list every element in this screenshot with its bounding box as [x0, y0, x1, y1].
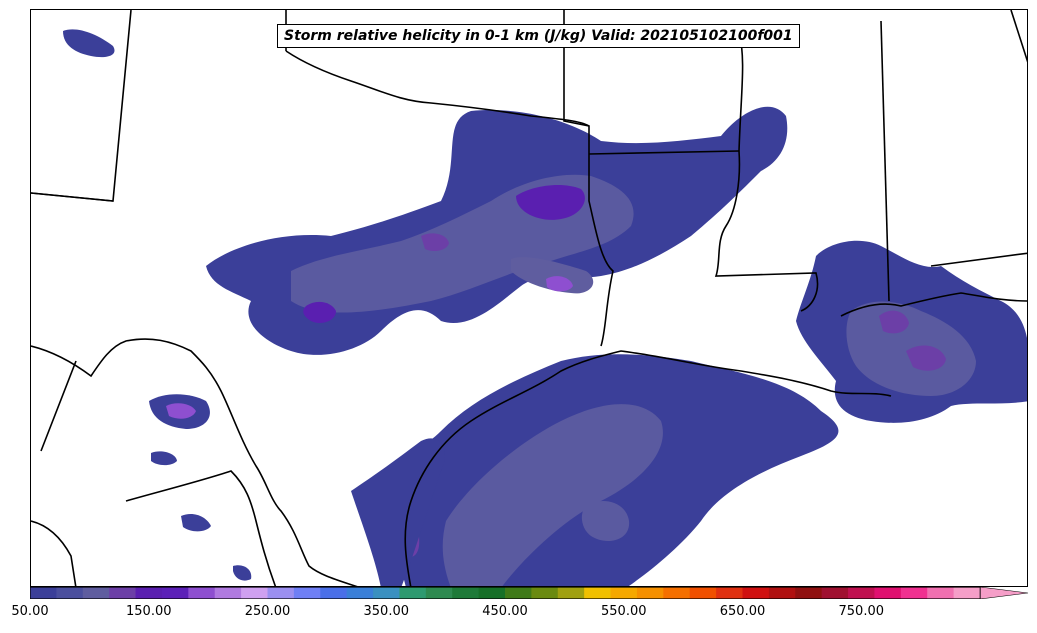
cell-4 [511, 257, 594, 294]
colorbar-segment [927, 587, 955, 599]
core-2 [303, 301, 336, 323]
colorbar-segment [135, 587, 163, 599]
east-core-1 [879, 310, 909, 334]
colorbar-segment [663, 587, 691, 599]
colorbar-segment [742, 587, 770, 599]
nw-cell [63, 29, 115, 58]
colorbar-tick-label: 150.00 [126, 604, 172, 619]
colorbar-tick-label: 450.00 [482, 604, 528, 619]
core-3 [421, 233, 449, 251]
border-ga-south [930, 252, 1027, 267]
sc-cell [151, 451, 177, 466]
west-cell-3 [233, 565, 252, 581]
border-ok-north [31, 192, 114, 202]
gulf-field-inner [442, 404, 663, 586]
colorbar-segment [82, 587, 110, 599]
border-ms-al [880, 20, 890, 302]
west-cell-1-core [166, 403, 196, 419]
colorbar-segment [557, 587, 585, 599]
colorbar-outline [30, 587, 981, 599]
colorbar-segment [636, 587, 664, 599]
colorbar [30, 587, 1029, 599]
colorbar-segment [188, 587, 216, 599]
colorbar-segment [346, 587, 374, 599]
colorbar-segment [425, 587, 453, 599]
colorbar-extend-arrow [979, 587, 1029, 599]
coast-texas [404, 350, 892, 586]
colorbar-segment [320, 587, 348, 599]
colorbar-segment [821, 587, 849, 599]
border-mx-states [31, 520, 77, 586]
border-mx-2 [40, 360, 77, 452]
colorbar-segment [848, 587, 875, 599]
colorbar-segment [56, 587, 84, 599]
colorbar-segment [768, 587, 796, 599]
colorbar-segment [214, 587, 242, 599]
colorbar-segment [610, 587, 638, 599]
colorbar-tick-label: 750.00 [838, 604, 885, 619]
colorbar-segment [293, 587, 321, 599]
colorbar-segment [584, 587, 612, 599]
colorbar-segment [452, 587, 480, 599]
colorbar-tick-label: 650.00 [719, 604, 766, 619]
colorbar-segment [505, 587, 532, 599]
colorbar-segment [689, 587, 717, 599]
colorbar-segment [373, 587, 400, 599]
colorbar-segment [900, 587, 928, 599]
east-core-2 [906, 345, 946, 371]
gulf-spot [581, 501, 630, 541]
border-redriver [285, 50, 590, 127]
helicity-field [63, 29, 1027, 586]
border-mexico [31, 338, 358, 586]
core-1 [516, 185, 585, 220]
colorbar-segment [267, 587, 295, 599]
map-frame: Storm relative helicity in 0-1 km (J/kg)… [30, 9, 1028, 587]
helicity-map [31, 10, 1027, 586]
coast-la [840, 292, 1027, 317]
colorbar-segment [109, 587, 137, 599]
colorbar-segment [531, 587, 559, 599]
colorbar-segment [953, 587, 981, 599]
west-cell-2 [181, 514, 211, 532]
cell-4-core [546, 276, 573, 292]
map-title: Storm relative helicity in 0-1 km (J/kg)… [277, 24, 800, 48]
colorbar-tick-label: 250.00 [244, 604, 291, 619]
boundaries [31, 10, 1027, 586]
colorbar-segment [795, 587, 823, 599]
colorbar-segment [716, 587, 743, 599]
colorbar-segment [478, 587, 506, 599]
colorbar-segment [241, 587, 268, 599]
border-ar-la [588, 150, 740, 155]
colorbar-segment [874, 587, 902, 599]
border-mx-3 [125, 470, 277, 586]
colorbar-tick-label: 550.00 [601, 604, 647, 619]
colorbar-tick-label: 50.00 [11, 604, 49, 619]
border-ms-river [714, 150, 819, 312]
colorbar-segment [30, 587, 57, 599]
colorbar-segment [399, 587, 427, 599]
colorbar-tick-label: 350.00 [363, 604, 410, 619]
border-al-ga [1010, 10, 1027, 63]
border-ar-ok [563, 10, 614, 347]
colorbar-segment [161, 587, 189, 599]
